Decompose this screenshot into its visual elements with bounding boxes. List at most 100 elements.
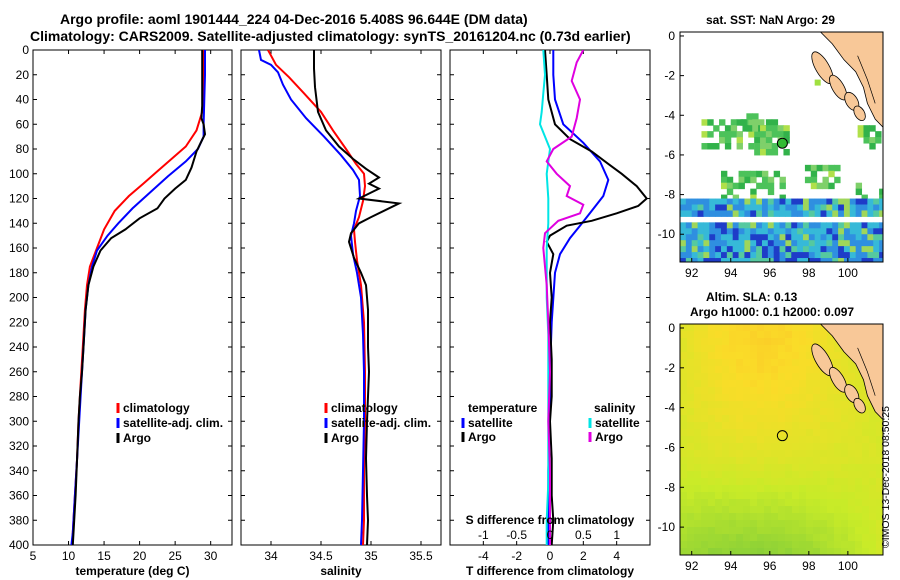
y-tick-label: -6 <box>664 148 675 162</box>
sla-cell <box>799 471 807 479</box>
sst-cell <box>720 252 728 259</box>
map-frame <box>679 31 884 263</box>
sla-cell <box>757 401 765 409</box>
sla-cell <box>764 345 772 353</box>
sla-cell <box>841 541 849 549</box>
sst-cell <box>873 198 880 205</box>
sla-cell <box>806 520 814 528</box>
sst-cell <box>802 204 810 211</box>
sla-cell <box>694 485 702 493</box>
sla-cell <box>806 450 814 458</box>
x-tick-label: 35.5 <box>409 549 433 563</box>
y-tick-label: 300 <box>9 414 29 428</box>
sla-cell <box>743 457 751 465</box>
sla-cell <box>757 359 765 367</box>
sst-cell <box>685 222 693 229</box>
sla-cell <box>729 436 737 444</box>
sst-cell <box>730 131 738 138</box>
sla-cell <box>687 485 695 493</box>
sla-cell <box>855 485 863 493</box>
sst-cell <box>773 246 781 253</box>
sst-cell <box>771 131 779 138</box>
sla-cell <box>757 422 765 430</box>
sla-cell <box>680 499 688 507</box>
sst-cell <box>744 252 751 259</box>
sla-cell <box>813 373 821 381</box>
sla-cell <box>792 366 800 374</box>
sla-cell <box>778 506 786 514</box>
sla-cell <box>729 352 737 360</box>
sst-cell <box>820 204 827 211</box>
sst-cell <box>814 204 822 211</box>
sst-cell <box>861 252 868 259</box>
sla-cell <box>771 471 779 479</box>
sla-cell <box>764 415 772 423</box>
sst-cell <box>797 258 804 262</box>
sla-cell <box>701 331 709 339</box>
sla-cell <box>708 492 716 500</box>
land-island <box>853 397 866 414</box>
sla-cell <box>694 457 702 465</box>
argo-position-marker <box>776 137 788 149</box>
sst-cell <box>873 258 880 262</box>
sla-cell <box>764 324 772 332</box>
sst-cell <box>746 113 753 120</box>
sla-cell <box>736 464 744 472</box>
sla-cell <box>750 331 758 339</box>
sla-cell <box>806 331 814 339</box>
sla-cell <box>841 457 849 465</box>
sla-cell <box>729 457 737 465</box>
sla-cell <box>876 478 883 486</box>
sst-cell <box>832 234 839 241</box>
sla-cell <box>750 506 758 514</box>
sla-cell <box>862 401 870 409</box>
sla-cell <box>869 436 877 444</box>
x-tick-label: 30 <box>204 549 218 563</box>
sla-cell <box>827 422 835 430</box>
sla-cell <box>694 520 702 528</box>
sla-cell <box>869 464 877 472</box>
sla-cell <box>778 345 786 353</box>
sla-cell <box>827 548 835 555</box>
sla-cell <box>715 380 723 388</box>
sla-cell <box>743 429 751 437</box>
sla-cell <box>834 394 842 402</box>
sla-cell <box>750 387 758 395</box>
sla-cell <box>729 464 737 472</box>
sla-cell <box>715 429 723 437</box>
sst-cell <box>785 210 792 217</box>
sst-cell <box>861 222 868 229</box>
sst-cell <box>701 119 708 126</box>
sst-cell <box>760 125 767 132</box>
sst-cell <box>820 222 827 229</box>
x-tick-label: 34 <box>264 549 278 563</box>
y-tick-label: 260 <box>9 365 29 379</box>
plot-frame <box>240 49 442 546</box>
sla-cell <box>855 492 863 500</box>
sla-cell <box>729 338 737 346</box>
sla-cell <box>813 506 821 514</box>
sla-cell <box>876 429 883 437</box>
sla-cell <box>687 471 695 479</box>
sst-cell <box>761 222 769 229</box>
sst-cell <box>726 210 734 217</box>
sla-cell <box>764 464 772 472</box>
sst-cell <box>754 131 761 138</box>
sst-cell <box>761 258 769 262</box>
sla-cell <box>827 450 835 458</box>
sla-cell <box>708 527 716 535</box>
sla-cell <box>743 499 751 507</box>
sla-cell <box>841 534 849 542</box>
sla-cell <box>806 478 814 486</box>
sst-cell <box>724 137 732 144</box>
sst-cell <box>814 79 821 86</box>
sst-cell <box>744 258 751 262</box>
sla-cell <box>778 464 786 472</box>
sla-cell <box>862 534 870 542</box>
sla-cell <box>757 394 765 402</box>
sst-cell <box>685 198 693 205</box>
sla-cell <box>764 401 772 409</box>
sla-cell <box>855 499 863 507</box>
sla-cell <box>827 415 835 423</box>
sla-cell <box>708 450 716 458</box>
